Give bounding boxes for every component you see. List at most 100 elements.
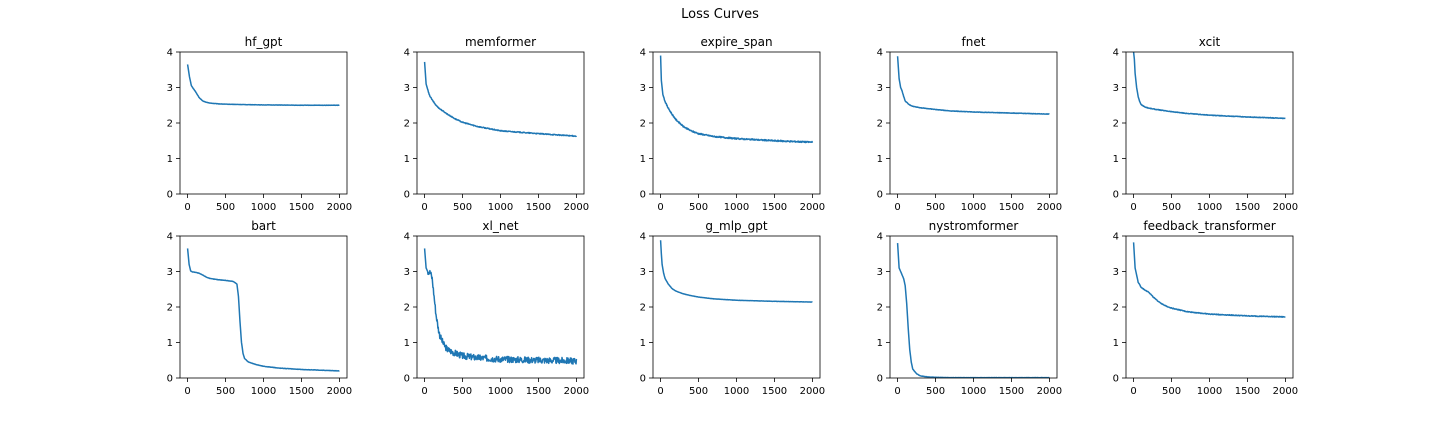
x-tick-label: 500 xyxy=(689,386,708,397)
x-tick-label: 2000 xyxy=(327,202,352,213)
y-tick-label: 2 xyxy=(404,303,410,314)
x-tick-label: 1500 xyxy=(526,202,551,213)
y-tick-label: 4 xyxy=(167,232,173,243)
x-tick-label: 1500 xyxy=(1235,202,1260,213)
x-tick-label: 1000 xyxy=(961,202,986,213)
x-tick-label: 0 xyxy=(184,386,190,397)
axes-frame xyxy=(416,235,585,379)
y-tick-label: 0 xyxy=(1113,374,1119,385)
subplot-title: feedback_transformer xyxy=(1143,219,1275,233)
loss-line xyxy=(423,61,578,138)
x-tick-label: 500 xyxy=(216,386,235,397)
y-tick-label: 4 xyxy=(877,48,883,59)
subplot-title: xcit xyxy=(1199,35,1221,49)
subplot-title: expire_span xyxy=(700,35,772,49)
x-tick-label: 500 xyxy=(926,386,945,397)
x-tick-label: 1000 xyxy=(251,202,276,213)
y-tick-label: 2 xyxy=(1113,303,1119,314)
axes-frame xyxy=(652,235,821,379)
x-tick-label: 500 xyxy=(216,202,235,213)
loss-line xyxy=(186,64,340,107)
y-tick-label: 0 xyxy=(404,374,410,385)
y-tick-label: 3 xyxy=(167,83,173,94)
x-tick-label: 1500 xyxy=(1235,386,1260,397)
x-tick-label: 0 xyxy=(894,202,900,213)
y-tick-label: 3 xyxy=(640,267,646,278)
y-tick-label: 1 xyxy=(877,154,883,165)
axes-frame xyxy=(889,235,1058,379)
y-tick-label: 4 xyxy=(1113,48,1119,59)
x-tick-label: 1000 xyxy=(251,386,276,397)
y-tick-label: 0 xyxy=(640,374,646,385)
y-tick-label: 3 xyxy=(1113,83,1119,94)
y-tick-label: 4 xyxy=(640,232,646,243)
y-tick-label: 1 xyxy=(1113,338,1119,349)
loss-line xyxy=(423,248,578,365)
x-tick-label: 1000 xyxy=(488,386,513,397)
subplot-xl_net: xl_net 0 500 1000 1500 2000 0 1 2 3 4 xyxy=(404,219,590,397)
y-tick-label: 4 xyxy=(640,48,646,59)
subplot-xcit: xcit 0 500 1000 1500 2000 0 1 2 3 4 xyxy=(1113,35,1299,213)
loss-line xyxy=(659,240,813,303)
x-tick-label: 1000 xyxy=(724,386,749,397)
y-tick-label: 1 xyxy=(640,154,646,165)
loss-line xyxy=(896,243,1050,378)
subplot-nystromformer: nystromformer 0 500 1000 1500 2000 0 1 2 3 4 xyxy=(877,219,1063,397)
subplot-expire_span: expire_span 0 500 1000 1500 2000 0 1 2 3 4 xyxy=(640,35,826,213)
x-tick-label: 1500 xyxy=(526,386,551,397)
y-tick-label: 3 xyxy=(877,83,883,94)
x-tick-label: 2000 xyxy=(564,202,589,213)
x-tick-label: 2000 xyxy=(1273,386,1298,397)
loss-line xyxy=(659,55,814,144)
y-tick-label: 4 xyxy=(1113,232,1119,243)
y-tick-label: 1 xyxy=(877,338,883,349)
x-tick-label: 0 xyxy=(1130,202,1136,213)
subplot-memformer: memformer 0 500 1000 1500 2000 0 1 2 3 4 xyxy=(404,35,590,213)
axes-frame xyxy=(1125,235,1294,379)
axes-frame xyxy=(179,235,348,379)
x-tick-label: 500 xyxy=(1162,386,1181,397)
y-tick-label: 0 xyxy=(1113,190,1119,201)
x-tick-label: 2000 xyxy=(800,386,825,397)
axes-frame xyxy=(1125,51,1294,195)
x-tick-label: 0 xyxy=(657,386,663,397)
x-tick-label: 1500 xyxy=(999,202,1024,213)
axes-frame xyxy=(652,51,821,195)
x-tick-label: 2000 xyxy=(1273,202,1298,213)
y-tick-label: 0 xyxy=(167,190,173,201)
y-tick-label: 2 xyxy=(167,119,173,130)
subplot-title: nystromformer xyxy=(929,219,1019,233)
y-tick-label: 0 xyxy=(877,190,883,201)
y-tick-label: 4 xyxy=(404,232,410,243)
x-tick-label: 1500 xyxy=(289,202,314,213)
subplot-g_mlp_gpt: g_mlp_gpt 0 500 1000 1500 2000 0 1 2 3 4 xyxy=(640,219,826,397)
x-tick-label: 1500 xyxy=(999,386,1024,397)
figure-title: Loss Curves xyxy=(681,7,759,22)
axes-frame xyxy=(179,51,348,195)
x-tick-label: 500 xyxy=(1162,202,1181,213)
y-tick-label: 2 xyxy=(404,119,410,130)
x-tick-label: 500 xyxy=(453,202,472,213)
y-tick-label: 4 xyxy=(404,48,410,59)
subplot-hf_gpt: hf_gpt 0 500 1000 1500 2000 0 1 2 3 4 xyxy=(167,35,353,213)
y-tick-label: 2 xyxy=(877,119,883,130)
subplot-title: fnet xyxy=(962,35,986,49)
x-tick-label: 2000 xyxy=(1037,202,1062,213)
y-tick-label: 1 xyxy=(167,154,173,165)
x-tick-label: 500 xyxy=(926,202,945,213)
y-tick-label: 2 xyxy=(1113,119,1119,130)
x-tick-label: 1000 xyxy=(1197,202,1222,213)
x-tick-label: 1500 xyxy=(289,386,314,397)
x-tick-label: 2000 xyxy=(327,386,352,397)
y-tick-label: 2 xyxy=(167,303,173,314)
y-tick-label: 2 xyxy=(640,303,646,314)
x-tick-label: 500 xyxy=(453,386,472,397)
axes-frame xyxy=(416,51,585,195)
subplot-title: g_mlp_gpt xyxy=(705,219,767,233)
y-tick-label: 3 xyxy=(877,267,883,278)
x-tick-label: 0 xyxy=(894,386,900,397)
subplot-feedback_transformer: feedback_transformer 0 500 1000 1500 2000 0 1 2 3… xyxy=(1113,219,1299,397)
y-tick-label: 1 xyxy=(167,338,173,349)
x-tick-label: 0 xyxy=(657,202,663,213)
